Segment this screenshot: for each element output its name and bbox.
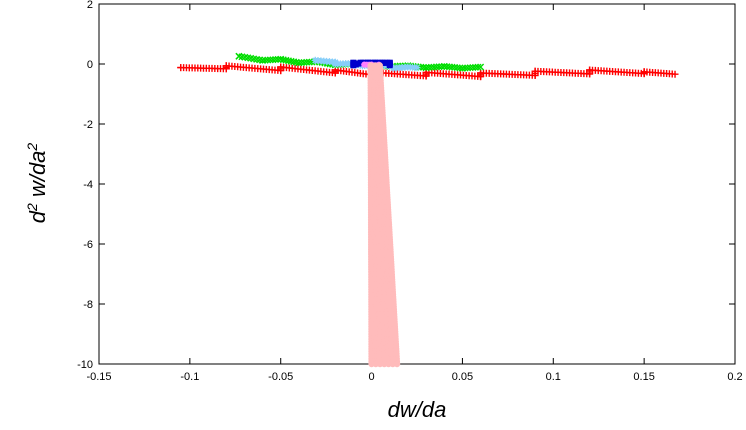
y-axis-label: d2 w/da2	[24, 143, 50, 224]
data-point	[259, 56, 267, 64]
y-tick-label: -2	[83, 119, 93, 131]
y-tick-label: 0	[87, 59, 93, 71]
data-point	[404, 63, 412, 71]
y-axis-label-d: d	[25, 210, 50, 223]
y-tick-label: -8	[83, 299, 93, 311]
data-point	[671, 70, 679, 78]
data-point	[477, 63, 485, 71]
data-point	[311, 56, 319, 64]
x-tick-label: -0.05	[268, 371, 293, 383]
data-point	[419, 63, 427, 71]
data-point	[379, 59, 386, 66]
x-tick-label: 0.05	[452, 371, 473, 383]
data-point	[357, 59, 364, 66]
series-5	[367, 62, 401, 368]
data-point	[277, 63, 285, 71]
data-point	[361, 61, 368, 68]
y-tick-label: -10	[77, 359, 93, 371]
y-tick-label: -6	[83, 239, 93, 251]
x-axis-label: dw/da	[388, 397, 447, 422]
data-point	[640, 68, 648, 76]
plot-frame	[98, 3, 736, 365]
data-point	[413, 64, 421, 72]
x-tick-label: 0.2	[727, 371, 742, 383]
data-point	[393, 360, 401, 368]
data-point	[295, 59, 303, 67]
data-points	[177, 52, 679, 368]
data-point	[235, 52, 243, 60]
x-tick-label: -0.1	[180, 371, 199, 383]
data-point	[277, 55, 285, 63]
x-tick-label: 0.1	[546, 371, 561, 383]
y-tick-label: 2	[87, 0, 93, 11]
data-point	[438, 63, 446, 71]
y-tick-label: -4	[83, 179, 93, 191]
x-tick-label: 0	[369, 371, 375, 383]
data-point	[386, 62, 393, 69]
data-point	[586, 66, 594, 74]
y-axis-label-mid: w/da	[25, 151, 50, 204]
data-point	[350, 62, 357, 69]
data-point	[440, 62, 448, 70]
data-point	[222, 62, 230, 70]
data-point	[458, 64, 466, 72]
data-point	[531, 67, 539, 75]
data-point	[389, 64, 397, 72]
data-point	[474, 63, 482, 71]
data-point	[331, 60, 339, 68]
data-point	[177, 64, 185, 72]
axis-ticks: -0.15 -0.1 -0.05 0 0.05 0.1 0.15 0.2 -10 -8 -6 -4 -2…	[77, 0, 743, 383]
x-tick-label: 0.15	[633, 371, 654, 383]
y-axis-label-sup1: 2	[24, 203, 40, 212]
data-point	[422, 64, 430, 72]
x-tick-label: -0.15	[86, 371, 111, 383]
data-point	[477, 69, 485, 77]
y-axis-label-sup2: 2	[24, 143, 40, 152]
data-point	[456, 64, 464, 72]
